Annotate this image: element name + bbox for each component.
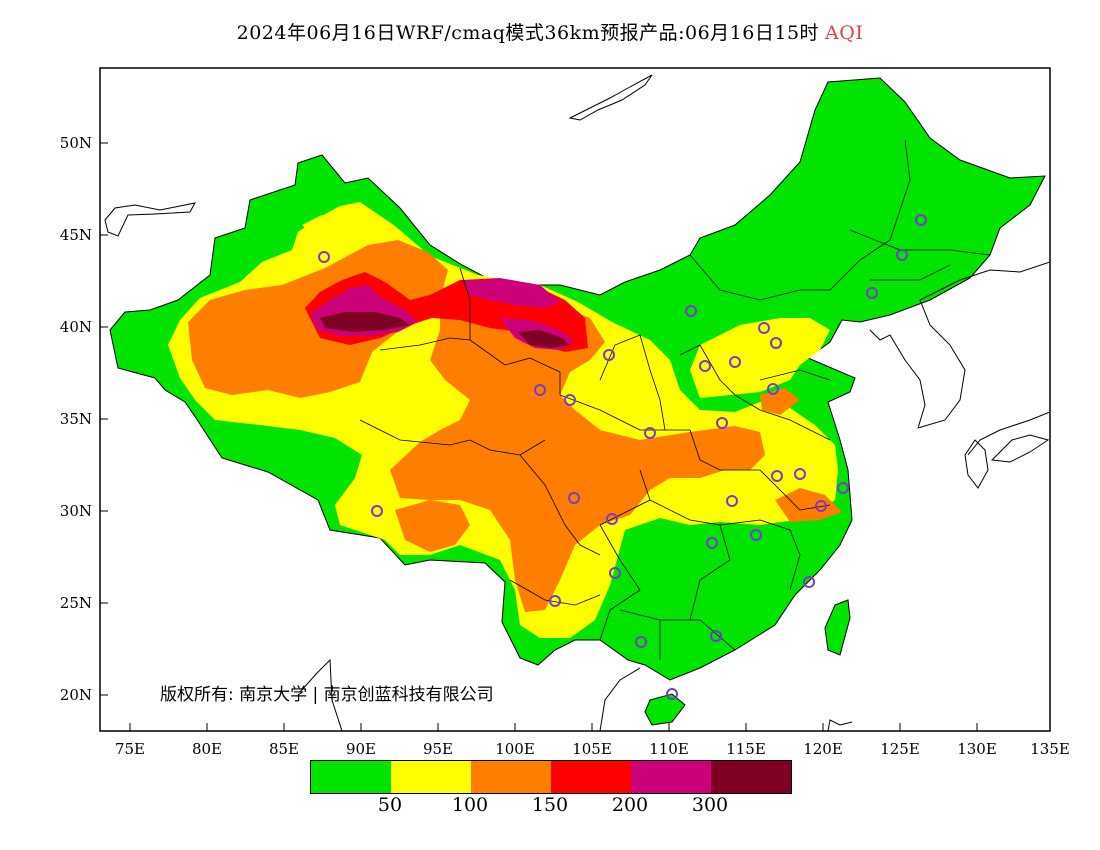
monitoring-station-marker	[750, 529, 762, 541]
legend-label-50: 50	[377, 794, 403, 816]
zone-maroon-gansu	[518, 330, 570, 348]
lat-label-20n: 20N	[59, 686, 92, 704]
monitoring-station-marker	[803, 576, 815, 588]
monitoring-station-marker	[568, 492, 580, 504]
monitoring-station-marker	[866, 287, 878, 299]
zone-yellow-northchina	[690, 318, 830, 398]
zone-maroon-xinjiang	[320, 312, 410, 332]
legend-swatch-300-plus	[711, 761, 791, 793]
map-title: 2024年06月16日WRF/cmaq模式36km预报产品:06月16日15时 A…	[0, 18, 1100, 45]
lat-label-30n: 30N	[59, 502, 92, 520]
monitoring-station-marker	[549, 595, 561, 607]
aqi-legend-bar	[310, 760, 792, 794]
monitoring-station-marker	[603, 349, 615, 361]
lon-label-130e: 130E	[957, 740, 997, 758]
monitoring-station-marker	[770, 337, 782, 349]
lat-label-35n: 35N	[59, 410, 92, 428]
legend-label-200: 200	[611, 794, 649, 816]
lon-label-75e: 75E	[114, 740, 146, 758]
legend-swatch-100-150	[471, 761, 551, 793]
zone-orange-tibet	[395, 500, 470, 552]
lon-label-135e: 135E	[1030, 740, 1070, 758]
monitoring-station-marker	[726, 495, 738, 507]
lat-label-50n: 50N	[59, 134, 92, 152]
hainan	[644, 693, 686, 726]
lon-label-85e: 85E	[268, 740, 300, 758]
legend-swatch-200-300	[631, 761, 711, 793]
monitoring-station-marker	[635, 636, 647, 648]
monitoring-station-marker	[666, 688, 678, 700]
lon-label-120e: 120E	[803, 740, 843, 758]
monitoring-station-marker	[699, 360, 711, 372]
monitoring-station-marker	[318, 251, 330, 263]
legend-label-300: 300	[691, 794, 729, 816]
monitoring-station-marker	[767, 383, 779, 395]
monitoring-station-marker	[815, 500, 827, 512]
lon-label-100e: 100E	[495, 740, 535, 758]
legend-label-100: 100	[451, 794, 489, 816]
monitoring-station-marker	[609, 567, 621, 579]
axis-ticks	[100, 142, 1051, 731]
legend-swatch-150-200	[551, 761, 631, 793]
zone-orange-east	[775, 488, 842, 522]
monitoring-station-marker	[794, 468, 806, 480]
monitoring-station-marker	[564, 394, 576, 406]
lon-label-105e: 105E	[572, 740, 612, 758]
monitoring-station-marker	[644, 427, 656, 439]
lat-label-40n: 40N	[59, 318, 92, 336]
monitoring-station-marker	[685, 305, 697, 317]
copyright-text: 版权所有: 南京大学 | 南京创蓝科技有限公司	[160, 685, 494, 705]
taiwan	[824, 599, 851, 656]
monitoring-station-marker	[710, 630, 722, 642]
zone-orange-henan	[760, 388, 800, 415]
monitoring-station-marker	[837, 482, 849, 494]
station-markers	[318, 214, 927, 700]
zone-yellow-xinjiang-north	[302, 215, 345, 240]
zone-magenta-innermongolia	[462, 278, 560, 308]
monitoring-station-marker	[706, 537, 718, 549]
lat-label-45n: 45N	[59, 226, 92, 244]
monitoring-station-marker	[758, 322, 770, 334]
monitoring-station-marker	[716, 417, 728, 429]
monitoring-station-marker	[534, 384, 546, 396]
legend-label-150: 150	[531, 794, 569, 816]
lon-label-80e: 80E	[191, 740, 223, 758]
title-variable: AQI	[825, 22, 864, 44]
lon-label-125e: 125E	[880, 740, 920, 758]
neighbor-coastlines	[104, 74, 1050, 731]
lon-label-95e: 95E	[422, 740, 454, 758]
legend-swatch-0-50	[311, 761, 391, 793]
lon-label-90e: 90E	[345, 740, 377, 758]
monitoring-station-marker	[915, 214, 927, 226]
title-main: 2024年06月16日WRF/cmaq模式36km预报产品:06月16日15时	[236, 22, 820, 44]
map-frame	[99, 67, 1051, 732]
legend-swatch-50-100	[391, 761, 471, 793]
monitoring-station-marker	[371, 505, 383, 517]
monitoring-station-marker	[771, 470, 783, 482]
zone-orange-central	[390, 290, 765, 612]
province-borders	[359, 139, 991, 660]
monitoring-station-marker	[729, 356, 741, 368]
monitoring-station-marker	[896, 249, 908, 261]
lon-label-110e: 110E	[649, 740, 689, 758]
lon-label-115e: 115E	[726, 740, 766, 758]
monitoring-station-marker	[606, 513, 618, 525]
lat-label-25n: 25N	[59, 594, 92, 612]
